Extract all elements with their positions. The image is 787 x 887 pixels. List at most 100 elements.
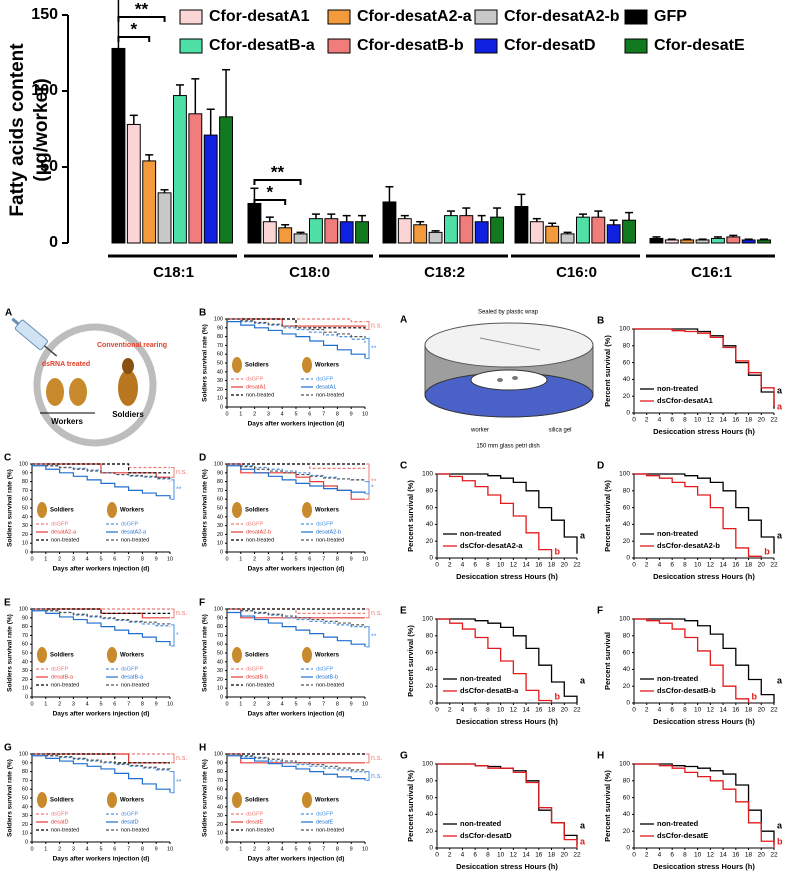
survival-line	[32, 608, 170, 614]
legend-label: non-treated	[316, 392, 344, 398]
x-tick-label: 10	[497, 852, 505, 859]
legend-label: dsGFP	[246, 811, 263, 817]
legend-swatch	[474, 38, 498, 54]
dish	[33, 323, 157, 447]
legend-label: desatB-a	[121, 674, 144, 680]
panel-label: B	[199, 308, 206, 319]
x-tick-label: 9	[350, 556, 353, 562]
bar	[459, 215, 474, 244]
x-tick-label: 22	[770, 707, 778, 714]
y-tick-label: 40	[623, 376, 631, 383]
y-tick-label: 20	[22, 532, 28, 538]
x-tick-label: 9	[350, 701, 353, 707]
significance-label: n.s.	[371, 755, 382, 762]
bar	[126, 123, 141, 244]
legend-group-label: Soldiers	[50, 508, 74, 514]
x-tick-label: 9	[350, 411, 353, 417]
significance-letter: a	[777, 820, 783, 830]
y-tick-label: 100	[19, 606, 28, 612]
bar	[157, 192, 172, 244]
y-tick-label: 40	[22, 804, 28, 810]
panel-label: C	[4, 453, 11, 464]
legend-label: non-treated	[657, 529, 699, 538]
x-tick-label: 8	[336, 556, 339, 562]
y-axis-label-line: Fatty acids content	[7, 43, 28, 217]
y-tick-label: 80	[217, 624, 223, 630]
legend-label: desatB-a	[51, 674, 74, 680]
bar	[649, 237, 664, 244]
y-axis-label: Percent survival (%)	[603, 335, 612, 407]
legend-label: desatE	[316, 819, 333, 825]
x-tick-label: 0	[225, 411, 228, 417]
x-tick-label: 2	[645, 562, 649, 569]
x-tick-label: 3	[72, 556, 75, 562]
x-tick-label: 18	[548, 852, 556, 859]
y-tick-label: 0	[25, 839, 28, 845]
y-tick-label: 10	[22, 686, 28, 692]
x-tick-label: 20	[561, 562, 569, 569]
y-tick-label: 20	[426, 683, 434, 690]
bar	[711, 237, 725, 244]
significance-letter: a	[777, 385, 783, 395]
x-tick-label: 12	[707, 707, 715, 714]
significance-label: **	[371, 634, 377, 641]
y-tick-label: 60	[217, 642, 223, 648]
y-tick-label: 100	[619, 761, 630, 768]
y-tick-label: 100	[619, 471, 630, 478]
bar	[680, 239, 695, 244]
significance-bracket	[171, 608, 175, 619]
x-tick-label: 10	[362, 556, 368, 562]
significance-letter: b	[555, 691, 561, 701]
y-tick-label: 80	[217, 334, 223, 340]
significance-letter: a	[580, 836, 586, 846]
y-tick-label: 20	[22, 677, 28, 683]
y-axis-label: Soldiers survival rate (%)	[7, 614, 14, 692]
panel-label: G	[400, 751, 408, 762]
bar	[203, 134, 218, 244]
bar	[142, 160, 157, 244]
y-tick-label: 40	[623, 811, 631, 818]
legend-label: desatD	[121, 819, 138, 825]
panel-label: E	[4, 598, 11, 609]
y-tick-label: 20	[426, 538, 434, 545]
x-tick-label: 14	[719, 417, 727, 424]
significance-label: n.s.	[176, 755, 187, 762]
x-tick-label: 16	[732, 417, 740, 424]
x-tick-label: 2	[58, 701, 61, 707]
y-tick-label: 0	[49, 234, 58, 251]
significance-letter: a	[580, 530, 586, 540]
y-tick-label: 50	[217, 650, 223, 656]
y-tick-label: 40	[217, 514, 223, 520]
x-tick-label: 3	[267, 846, 270, 852]
y-tick-label: 0	[429, 700, 433, 707]
x-tick-label: 5	[99, 556, 102, 562]
survival-line	[32, 753, 171, 772]
insect-icon	[232, 792, 242, 808]
y-tick-label: 60	[22, 787, 28, 793]
significance-bracket	[366, 771, 370, 781]
y-tick-label: 70	[22, 633, 28, 639]
survival-line	[32, 753, 171, 772]
y-tick-label: 60	[426, 794, 434, 801]
x-tick-label: 5	[294, 411, 297, 417]
x-tick-label: 1	[44, 846, 47, 852]
bar	[173, 95, 187, 244]
y-tick-label: 100	[19, 751, 28, 757]
y-tick-label: 100	[214, 461, 223, 467]
survival-line	[227, 753, 366, 774]
x-tick-label: 14	[522, 562, 530, 569]
dsrna-label: dsRNA treated	[42, 361, 90, 368]
x-tick-label: 22	[573, 852, 581, 859]
insect-icon	[232, 357, 242, 373]
y-tick-label: 60	[623, 794, 631, 801]
legend-label: non-treated	[657, 674, 699, 683]
x-tick-label: 2	[253, 411, 256, 417]
bar	[529, 221, 544, 244]
x-axis-label: Desiccation stress Hours (h)	[653, 572, 755, 581]
y-tick-label: 40	[217, 659, 223, 665]
y-tick-label: 80	[217, 769, 223, 775]
bar	[413, 224, 428, 244]
y-tick-label: 70	[217, 343, 223, 349]
x-tick-label: 2	[448, 707, 452, 714]
bar	[726, 236, 741, 244]
